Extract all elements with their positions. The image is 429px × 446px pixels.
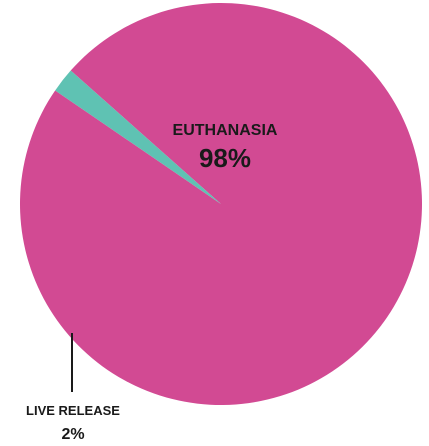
euthanasia-percent: 98% — [199, 143, 251, 173]
euthanasia-label: EUTHANASIA — [173, 122, 278, 139]
live-release-percent: 2% — [61, 426, 84, 443]
pie-slice-euthanasia — [20, 2, 422, 405]
live-release-label: LIVE RELEASE — [26, 403, 120, 418]
pie-slice-live-release — [55, 70, 221, 204]
pie-slices — [20, 2, 422, 405]
